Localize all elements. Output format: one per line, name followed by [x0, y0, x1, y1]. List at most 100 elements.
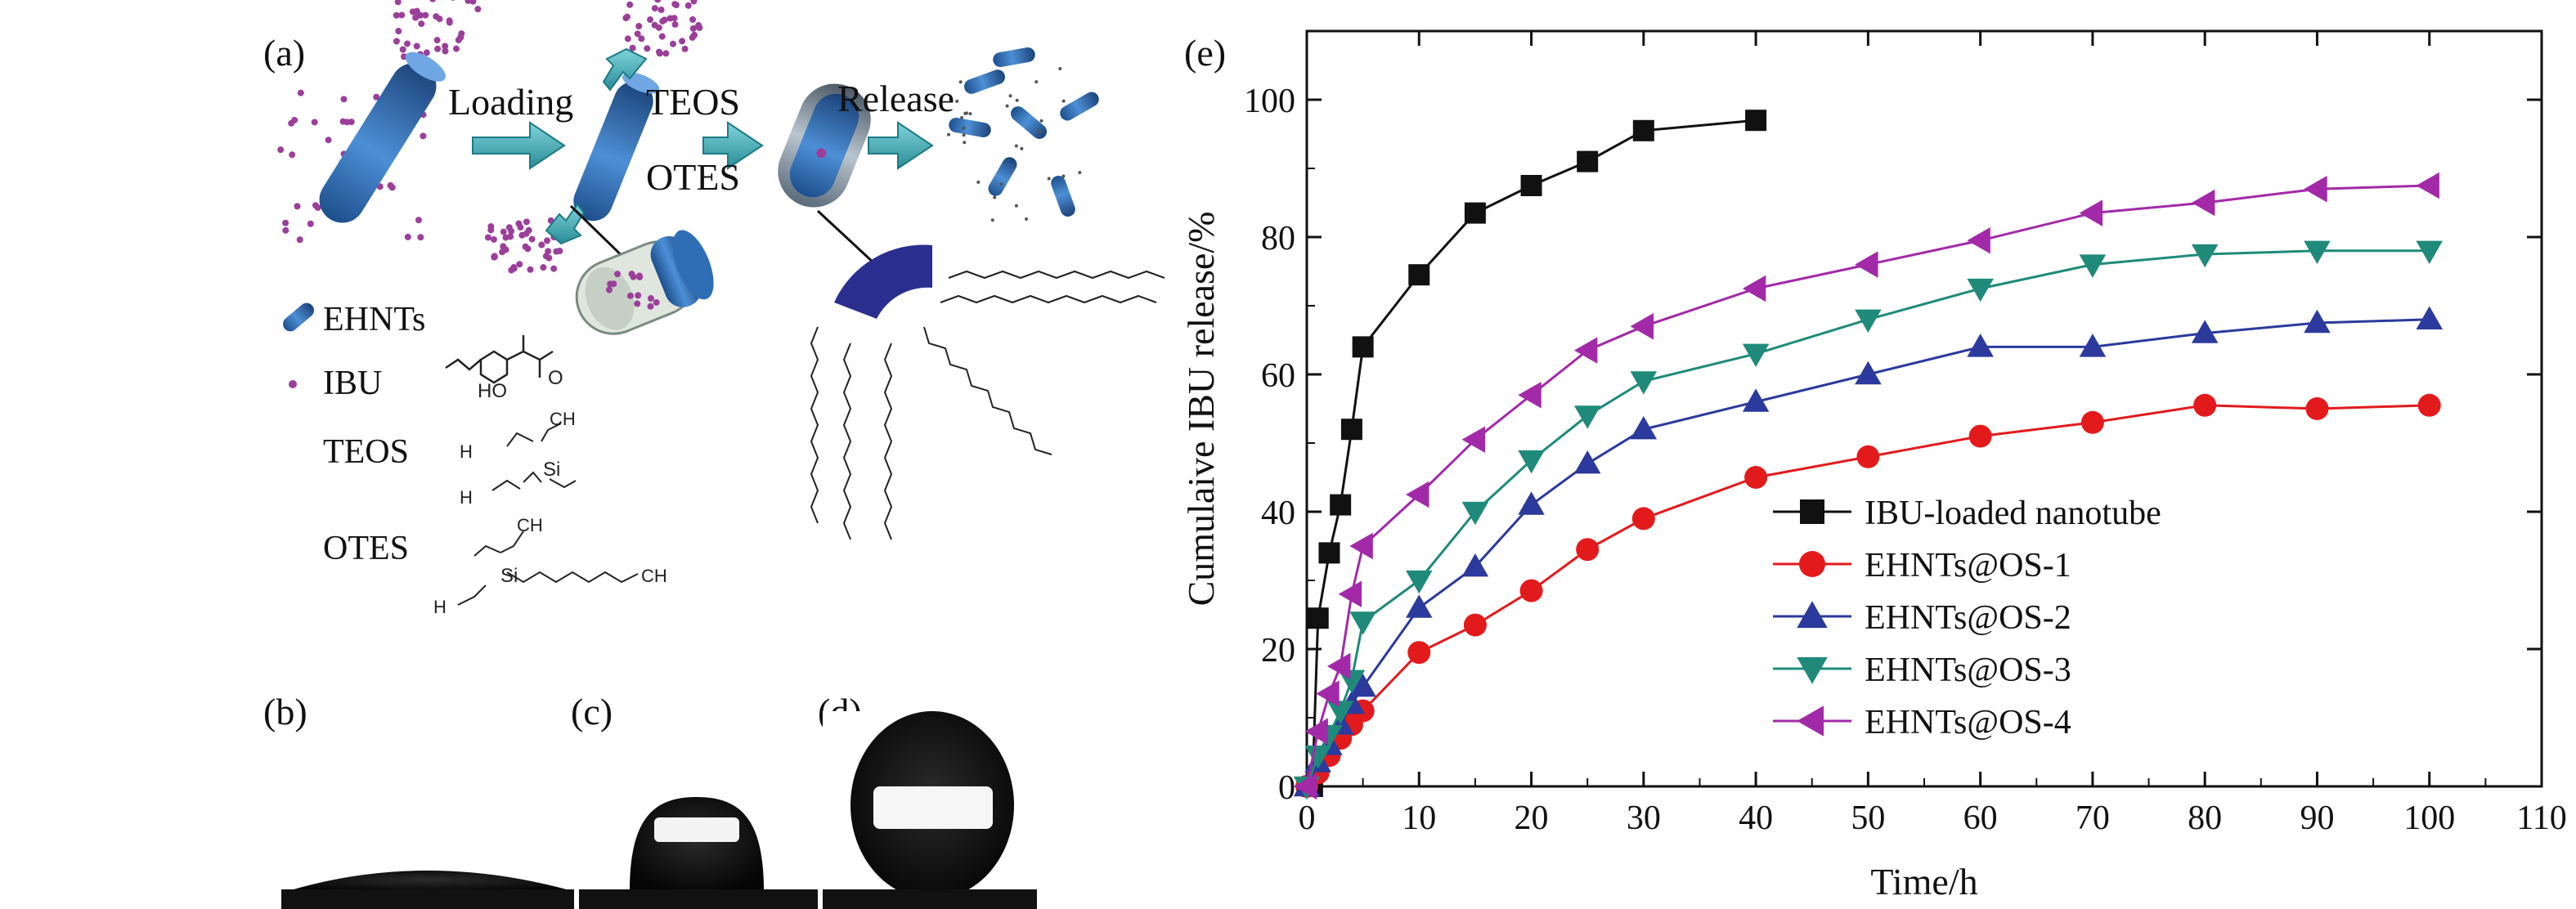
alkyl-chain — [948, 270, 1165, 280]
otes-ch3-top: CH — [517, 515, 543, 535]
data-point — [1349, 673, 1376, 697]
nanotube-icon — [573, 72, 660, 222]
x-tick-label: 0 — [1299, 799, 1316, 837]
ibu-particle — [508, 266, 515, 274]
ibu-particle — [393, 11, 400, 19]
panel-label-a: (a) — [263, 32, 305, 74]
ibu-particle — [307, 220, 314, 227]
released-particle — [999, 182, 1003, 186]
data-point — [1631, 507, 1655, 531]
ibu-particle — [452, 45, 460, 52]
data-point — [2305, 397, 2329, 420]
ibu-particle — [689, 25, 697, 32]
released-particle — [1015, 98, 1019, 102]
data-point — [1800, 499, 1824, 524]
otes-si: Si — [500, 565, 518, 587]
ibu-particle — [433, 37, 441, 44]
ibu-particle — [394, 0, 402, 6]
ibu-particle — [297, 89, 304, 96]
data-point — [2191, 244, 2219, 268]
ibu-particle — [653, 298, 660, 306]
ibu-particle — [606, 286, 613, 293]
y-tick-label: 40 — [1261, 495, 1295, 532]
ibu-particle — [343, 119, 351, 126]
ibu-structure-icon — [445, 335, 554, 384]
ibu-particle — [550, 265, 558, 272]
coated-nanotube-icon — [778, 83, 871, 208]
ibu-particle — [311, 119, 318, 126]
ibu-particle — [681, 45, 689, 52]
data-point — [1855, 309, 1882, 334]
ibu-o-label: O — [548, 367, 563, 389]
data-point — [2079, 199, 2103, 226]
process-arrow-icon — [702, 121, 764, 170]
data-point — [1326, 701, 1354, 724]
data-point — [1304, 746, 1331, 769]
data-point — [1799, 551, 1825, 577]
alkyl-chain — [842, 343, 852, 540]
data-point — [1406, 594, 1433, 618]
ibu-particle — [655, 24, 662, 31]
data-point — [1742, 343, 1770, 368]
data-point — [2191, 189, 2215, 217]
ibu-particle — [490, 235, 497, 243]
legend-otes: OTES — [323, 530, 409, 567]
nanotube-icon — [319, 51, 446, 223]
data-point — [1520, 175, 1542, 196]
released-particle — [1014, 204, 1018, 208]
released-particle — [1034, 80, 1039, 84]
ibu-particle — [528, 235, 536, 243]
data-point — [1856, 445, 1880, 468]
released-particle — [968, 112, 972, 116]
data-point — [1352, 336, 1374, 358]
ibu-particle — [434, 45, 442, 52]
ibu-particle — [458, 30, 465, 38]
released-particle — [958, 80, 963, 84]
data-point — [2304, 175, 2327, 203]
step-label-otes: OTES — [646, 156, 740, 198]
released-particle — [1061, 99, 1066, 103]
data-point — [1316, 680, 1340, 707]
legend-teos: TEOS — [323, 433, 409, 471]
contact-angle-photo-d — [823, 711, 1037, 909]
data-point — [1340, 419, 1362, 441]
y-tick-label: 80 — [1261, 220, 1295, 257]
alkyl-chain — [923, 326, 1052, 455]
x-tick-label: 10 — [1402, 799, 1436, 837]
process-arrow-icon — [868, 121, 934, 170]
ibu-particle — [634, 300, 641, 307]
process-arrow-icon — [472, 121, 566, 170]
data-point — [1407, 641, 1431, 665]
ibu-particle — [522, 243, 529, 250]
ibu-particle — [626, 1, 634, 8]
particle-dot-icon — [289, 380, 297, 388]
ibu-particle — [399, 46, 406, 53]
ibu-particle — [538, 241, 545, 249]
contact-angle-photo-b — [281, 826, 574, 909]
ibu-particle — [325, 137, 332, 144]
x-tick-label: 80 — [2188, 799, 2222, 837]
ibu-particle — [415, 217, 422, 224]
data-point — [1855, 360, 1882, 385]
ibu-particle — [635, 22, 643, 29]
ibu-particle — [517, 224, 524, 231]
data-point — [1967, 334, 1994, 357]
y-axis-label: Cumulaive IBU release/% — [1180, 212, 1222, 607]
alkyl-chain — [810, 326, 819, 524]
legend-label: EHNTs@OS-1 — [1865, 547, 2071, 584]
ibu-particle — [523, 218, 530, 226]
ibu-particle — [505, 224, 513, 231]
ibu-particle — [491, 253, 498, 260]
data-point — [2416, 240, 2443, 265]
step-label-teos: TEOS — [646, 81, 740, 123]
otes-ch3-end: CH — [641, 566, 667, 586]
ibu-particle — [666, 15, 674, 22]
ibu-particle — [647, 16, 654, 24]
ibu-particle — [429, 0, 436, 2]
ibu-particle — [629, 44, 636, 51]
ibu-particles-inside — [606, 271, 660, 310]
data-point — [1797, 601, 1828, 629]
ibu-particle — [404, 233, 411, 240]
ibu-particle — [422, 11, 429, 19]
released-particle — [1020, 146, 1024, 150]
